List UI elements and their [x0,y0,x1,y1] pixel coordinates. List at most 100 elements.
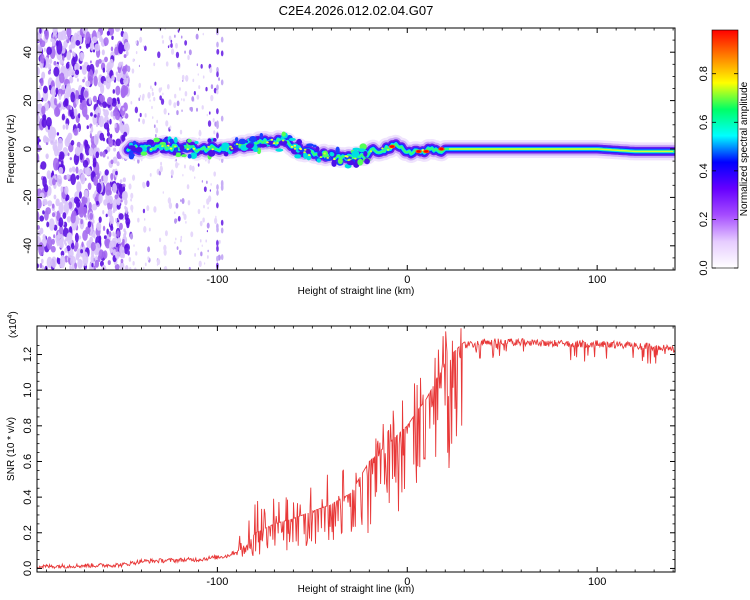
spectrogram-noise-dot [104,56,108,63]
spectrogram-noise-dot [120,70,124,76]
spectrogram-noise-dot [119,118,123,123]
spectrogram-noise-dot [122,65,127,75]
spectrogram-sparse-dot [165,120,169,127]
spectrogram-sparse-dot [168,112,170,116]
spectrogram-noise-dot [97,112,100,117]
signal-hotspot [272,142,276,145]
spectrogram-noise-dot [78,113,81,119]
spectrogram-sparse-dot [207,249,209,253]
spectrogram-noise-dot [51,170,54,175]
spectrogram-streak-dot [216,240,219,247]
signal-blob [128,153,135,157]
spectrogram-noise-dot [102,209,105,215]
spectrogram-noise-dot [79,143,84,152]
spectrogram-noise-dot [46,236,53,250]
spectrogram-sparse-dot [196,107,199,112]
spectrogram-sparse-dot [135,251,138,256]
spectrogram-noise-dot [126,221,130,229]
spectrogram-streak-dot [220,219,224,226]
spectrogram-sparse-dot [168,202,173,209]
spectrogram-sparse-dot [159,95,162,101]
spectrogram-y-tick-label: 40 [22,46,34,58]
spectrogram-sparse-dot [138,118,141,122]
signal-hotspot [270,138,274,141]
spectrogram-noise-dot [124,198,128,206]
spectrogram-noise-dot [110,173,114,181]
spectrogram-noise-dot [115,217,118,223]
signal-hotspot [281,139,285,142]
spectrogram-sparse-dot [178,163,180,166]
spectrogram-noise-dot [44,29,49,40]
spectrogram-noise-dot [39,28,42,34]
spectrogram-sparse-dot [147,92,151,99]
spectrogram-sparse-dot [196,94,200,100]
spectrogram-sparse-dot [191,165,195,172]
spectrogram-noise-dot [99,151,103,157]
spectrogram-sparse-dot [151,91,154,97]
spectrogram-noise-dot [82,159,89,168]
spectrogram-noise-dot [76,181,82,193]
spectrogram-noise-dot [93,176,99,186]
spectrogram-noise-dot [64,185,69,195]
spectrogram-noise-dot [39,53,45,64]
spectrogram-noise-dot [58,93,62,101]
spectrogram-noise-dot [60,250,65,257]
spectrogram-noise-dot [89,60,92,64]
spectrogram-noise-dot [42,198,48,206]
spectrogram-noise-dot [102,101,108,109]
spectrogram-noise-dot [86,167,92,176]
spectrogram-sparse-dot [161,35,164,39]
spectrogram-sparse-dot [201,105,204,110]
spectrogram-noise-dot [74,146,81,157]
spectrogram-noise-dot [122,190,128,201]
spectrogram-sparse-dot [210,94,214,102]
signal-blob [337,158,343,165]
colorbar-frame [711,29,739,269]
spectrogram-noise-dot [85,80,91,88]
spectrogram-sparse-dot [167,197,172,204]
spectrogram-noise-dot [79,51,84,62]
colorbar-tick-label: 0.0 [698,260,710,275]
spectrogram-x-tick-label: 100 [588,274,606,286]
spectrogram-sparse-dot [185,220,187,224]
spectrogram-noise-dot [44,210,49,221]
spectrogram-noise-dot [88,147,94,157]
spectrogram-sparse-dot [137,217,140,223]
signal-blob [187,138,192,143]
spectrogram-noise-dot [66,216,72,223]
signal-hotspot [186,148,189,151]
spectrogram-sparse-dot [129,266,132,270]
signal-hotspot [344,155,348,158]
spectrogram-noise-dot [50,81,54,88]
spectrogram-noise-dot [48,58,53,65]
spectrogram-noise-dot [46,154,49,159]
spectrogram-sparse-dot [163,266,166,270]
spectrogram-noise-dot [42,210,45,215]
spectrogram-noise-dot [75,39,81,46]
spectrogram-noise-dot [117,237,122,245]
signal-blob [235,137,239,142]
spectrogram-sparse-dot [207,158,211,164]
spectrogram-sparse-dot [180,35,183,39]
spectrogram-sparse-dot [177,215,181,222]
spectrogram-noise-dot [90,266,94,270]
spectrogram-sparse-dot [180,199,182,203]
spectrogram-sparse-dot [162,92,164,96]
spectrogram-noise-dot [121,252,125,259]
spectrogram-noise-dot [66,50,72,61]
colorbar-title: Normalized spectral amplitude [739,81,750,216]
spectrogram-sparse-dot [153,206,157,213]
spectrogram-noise-dot [106,96,113,105]
spectrogram-sparse-dot [127,250,130,256]
spectrogram-noise-dot [110,111,114,117]
spectrogram-noise-dot [78,94,82,100]
spectrogram-noise-dot [79,102,84,111]
spectrogram-noise-dot [83,189,89,198]
colorbar-tick-label: 0.6 [698,115,710,130]
spectrogram-sparse-dot [203,262,206,265]
spectrogram-sparse-dot [130,192,134,199]
spectrogram-noise-dot [71,264,75,270]
spectrogram-sparse-dot [184,40,188,46]
spectrogram-noise-dot [101,49,105,56]
spectrogram-sparse-dot [138,82,142,89]
